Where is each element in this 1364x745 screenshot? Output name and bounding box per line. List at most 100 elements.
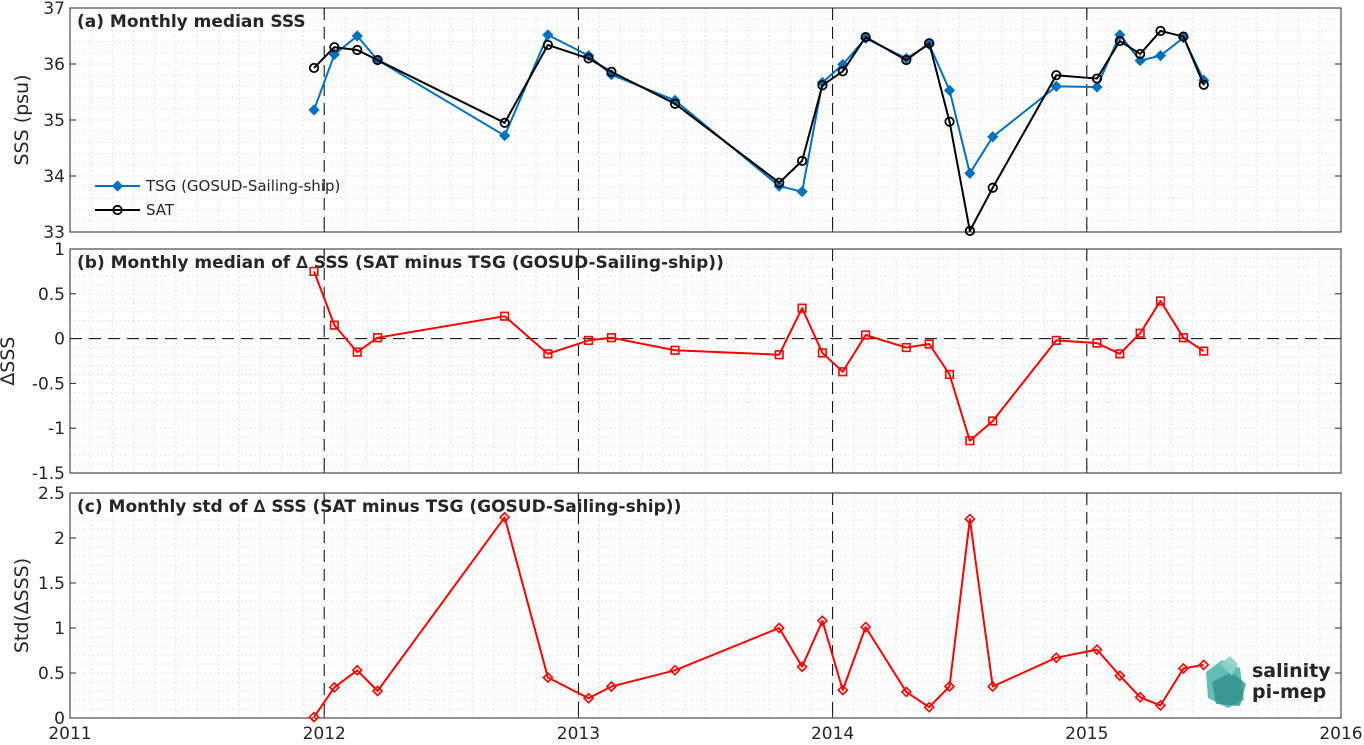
data-point xyxy=(987,131,999,143)
data-point xyxy=(1114,670,1126,682)
data-point xyxy=(860,621,872,633)
series-sat xyxy=(308,25,1209,236)
y-axis-label: Std(∆SSS) xyxy=(11,558,33,653)
data-point xyxy=(1135,328,1145,338)
data-point xyxy=(308,711,320,723)
data-point xyxy=(1198,79,1209,90)
data-point xyxy=(1050,80,1062,93)
data-point xyxy=(499,130,511,142)
data-point xyxy=(837,66,848,77)
logo-mark-icon xyxy=(1206,656,1246,708)
data-point xyxy=(1114,35,1125,47)
data-point xyxy=(329,320,339,330)
data-point xyxy=(670,345,680,355)
data-point xyxy=(583,53,594,64)
data-point xyxy=(1134,691,1146,703)
data-point xyxy=(669,98,681,109)
panel-title: (b) Monthly median of ∆ SSS (SAT minus T… xyxy=(77,253,724,273)
data-point xyxy=(606,333,617,343)
data-point xyxy=(309,266,319,277)
data-point xyxy=(372,333,383,343)
data-point xyxy=(351,30,363,42)
data-point xyxy=(860,32,871,43)
y-tick-label: 1 xyxy=(54,240,65,260)
data-point xyxy=(837,684,849,696)
y-tick-label: -0.5 xyxy=(32,374,65,394)
y-tick-label: 33 xyxy=(43,223,65,243)
data-point xyxy=(965,436,975,446)
data-point xyxy=(542,39,553,51)
data-point xyxy=(1178,333,1188,343)
data-point xyxy=(328,48,340,61)
data-point xyxy=(943,84,956,96)
data-point xyxy=(1091,73,1103,84)
data-point xyxy=(924,339,934,349)
logo-line1: salinity xyxy=(1252,660,1331,682)
y-tick-label: 34 xyxy=(43,167,65,187)
y-tick-label: 37 xyxy=(43,0,65,19)
series-delta xyxy=(309,266,1209,446)
y-axis-label: ∆SSS xyxy=(0,337,19,387)
data-point xyxy=(1115,349,1125,359)
y-tick-label: 0 xyxy=(54,330,65,350)
data-point xyxy=(329,42,340,53)
series-line xyxy=(313,516,1204,718)
data-point xyxy=(328,681,340,694)
logo: salinity pi-mep xyxy=(1206,656,1331,708)
data-point xyxy=(352,347,362,357)
data-point xyxy=(816,615,829,627)
data-point xyxy=(351,664,363,676)
data-point xyxy=(583,335,594,345)
data-point xyxy=(796,661,808,673)
y-tick-label: 1.5 xyxy=(38,574,65,594)
data-point xyxy=(500,311,510,321)
data-point xyxy=(774,350,784,360)
data-point xyxy=(774,177,785,188)
data-point xyxy=(669,664,681,676)
data-point xyxy=(924,38,935,49)
data-point xyxy=(964,513,976,525)
x-tick-label: 2011 xyxy=(48,724,91,744)
data-point xyxy=(988,416,998,426)
data-point xyxy=(605,680,618,693)
panel-1: 33 34 35 36 37 SSS (psu) (a) Monthly median SS… xyxy=(11,0,1342,243)
y-tick-label: 0 xyxy=(54,709,65,729)
data-point xyxy=(1091,643,1103,656)
data-point xyxy=(1155,296,1166,306)
y-tick-label: 1 xyxy=(54,619,65,639)
axes-box xyxy=(69,248,1342,474)
data-point xyxy=(308,62,320,74)
data-point xyxy=(796,155,808,166)
data-point xyxy=(1050,652,1062,664)
x-tick-label: 2013 xyxy=(557,724,600,744)
data-point xyxy=(838,367,848,377)
series-line xyxy=(313,29,1205,232)
data-point xyxy=(1177,662,1190,675)
legend-marker xyxy=(111,180,124,192)
x-tick-label: 2014 xyxy=(811,724,854,744)
data-point xyxy=(1154,699,1167,712)
data-point xyxy=(1178,31,1189,42)
axes-box xyxy=(69,492,1342,719)
data-point xyxy=(1091,81,1103,93)
data-point xyxy=(352,44,363,56)
data-point xyxy=(987,182,998,193)
legend: TSG (GOSUD-Sailing-ship) SAT xyxy=(95,177,340,219)
data-point xyxy=(923,701,935,713)
x-tick-label: 2015 xyxy=(1065,724,1108,744)
data-point xyxy=(900,686,912,698)
data-point xyxy=(499,117,510,128)
data-point xyxy=(542,671,554,684)
data-point xyxy=(817,80,828,91)
data-point xyxy=(1155,25,1166,37)
data-point xyxy=(1092,338,1102,348)
legend-label: TSG (GOSUD-Sailing-ship) xyxy=(145,177,340,195)
data-point xyxy=(542,29,554,41)
data-point xyxy=(944,116,955,127)
y-tick-label: -1.5 xyxy=(32,464,65,484)
data-point xyxy=(371,685,384,697)
minor-grid xyxy=(69,492,1342,719)
panel-2: -1.5 -1 -0.5 0 0.5 1 ∆SSS (b) Monthly median of… xyxy=(0,240,1342,484)
y-tick-label: 2.5 xyxy=(38,484,65,504)
y-tick-label: -1 xyxy=(48,419,65,439)
